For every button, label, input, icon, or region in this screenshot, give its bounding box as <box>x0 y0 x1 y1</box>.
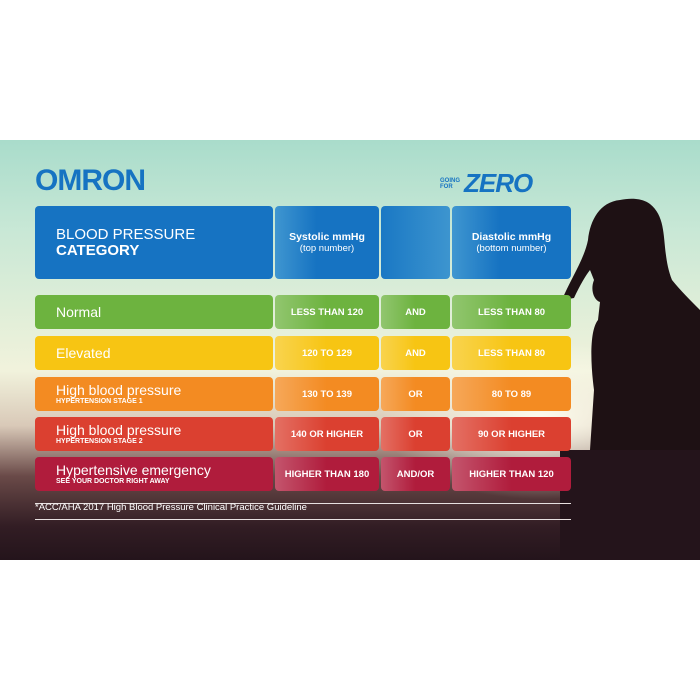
slogan-zero: ZERO <box>464 168 533 198</box>
category-name: High blood pressure <box>56 381 182 398</box>
header-systolic: Systolic mmHg (top number) <box>275 206 379 279</box>
systolic-label: Systolic mmHg <box>289 231 365 243</box>
connector-cell: OR <box>381 377 450 411</box>
systolic-value: HIGHER THAN 180 <box>284 468 370 480</box>
category-cell: Normal <box>35 295 273 329</box>
connector: OR <box>408 388 423 400</box>
diastolic-value: HIGHER THAN 120 <box>469 468 554 480</box>
category-subtitle: HYPERTENSION STAGE 2 <box>56 437 143 445</box>
diastolic-value: LESS THAN 80 <box>477 306 546 318</box>
connector-cell: AND/OR <box>381 457 450 491</box>
slogan-going: GOING <box>440 177 461 184</box>
category-name: High blood pressure <box>56 421 182 438</box>
divider-bottom <box>35 519 571 520</box>
category-subtitle: SEE YOUR DOCTOR RIGHT AWAY <box>56 477 170 485</box>
category-subtitle: HYPERTENSION STAGE 1 <box>56 397 143 405</box>
connector: AND <box>405 306 426 318</box>
diastolic-value: 90 OR HIGHER <box>477 428 546 440</box>
diastolic-cell: 90 OR HIGHER <box>452 417 571 451</box>
diastolic-cell: 80 TO 89 <box>452 377 571 411</box>
systolic-value: LESS THAN 120 <box>290 306 364 318</box>
category-name: Normal <box>56 303 102 320</box>
diastolic-cell: LESS THAN 80 <box>452 295 571 329</box>
diastolic-sublabel: (bottom number) <box>476 243 547 254</box>
category-cell: Hypertensive emergency SEE YOUR DOCTOR RI… <box>35 457 273 491</box>
header-category: BLOOD PRESSURE CATEGORY <box>35 206 273 279</box>
systolic-sublabel: (top number) <box>299 243 355 254</box>
systolic-cell: HIGHER THAN 180 <box>275 457 379 491</box>
systolic-cell: 140 OR HIGHER <box>275 417 379 451</box>
diastolic-value: 80 TO 89 <box>491 388 532 400</box>
header-title-line2: CATEGORY <box>56 241 140 259</box>
diastolic-value: LESS THAN 80 <box>477 347 546 359</box>
systolic-cell: 120 TO 129 <box>275 336 379 370</box>
connector: AND/OR <box>396 468 435 480</box>
omron-logo: OMRON <box>35 164 146 197</box>
header-title-line1: BLOOD PRESSURE <box>56 225 196 243</box>
going-for-zero-logo: GOING FOR ZERO <box>440 168 533 199</box>
diastolic-cell: HIGHER THAN 120 <box>452 457 571 491</box>
connector-cell: OR <box>381 417 450 451</box>
systolic-cell: 130 TO 139 <box>275 377 379 411</box>
footnote: *ACC/AHA 2017 High Blood Pressure Clinic… <box>35 502 307 513</box>
diastolic-label: Diastolic mmHg <box>471 231 552 243</box>
systolic-cell: LESS THAN 120 <box>275 295 379 329</box>
infographic-banner: OMRON GOING FOR ZERO BLOOD PRESSURE CATEGO… <box>0 140 700 560</box>
runner-silhouette <box>560 198 700 560</box>
systolic-value: 130 TO 139 <box>301 388 352 400</box>
connector: AND <box>405 347 426 359</box>
connector-cell: AND <box>381 295 450 329</box>
category-cell: High blood pressure HYPERTENSION STAGE 2 <box>35 417 273 451</box>
header-connector <box>381 206 450 279</box>
slogan-for: FOR <box>440 183 453 190</box>
category-name: Elevated <box>56 344 111 361</box>
header-diastolic: Diastolic mmHg (bottom number) <box>452 206 571 279</box>
diastolic-cell: LESS THAN 80 <box>452 336 571 370</box>
systolic-value: 120 TO 129 <box>301 347 352 359</box>
category-cell: Elevated <box>35 336 273 370</box>
connector: OR <box>408 428 423 440</box>
divider-top <box>35 503 571 504</box>
category-cell: High blood pressure HYPERTENSION STAGE 1 <box>35 377 273 411</box>
connector-cell: AND <box>381 336 450 370</box>
systolic-value: 140 OR HIGHER <box>290 428 364 440</box>
category-name: Hypertensive emergency <box>56 461 211 478</box>
